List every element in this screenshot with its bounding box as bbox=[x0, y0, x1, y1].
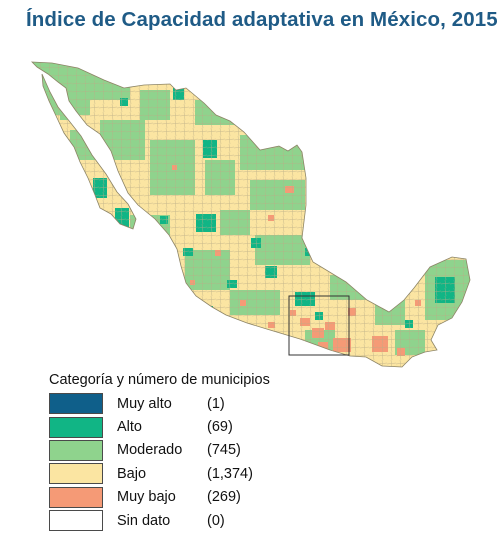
legend-label: Muy alto bbox=[117, 395, 172, 412]
legend-label: Moderado bbox=[117, 442, 183, 459]
legend: Categoría y número de municipios Muy alt… bbox=[49, 372, 270, 532]
legend-swatch bbox=[49, 439, 103, 461]
legend-count: (69) bbox=[207, 419, 233, 436]
map-title: Índice de Capacidad adaptativa en México… bbox=[26, 8, 497, 31]
legend-label: Sin dato bbox=[117, 512, 171, 529]
legend-count: (1) bbox=[207, 395, 225, 412]
legend-swatch bbox=[49, 463, 103, 485]
legend-item-sin-dato: Sin dato (0) bbox=[49, 509, 270, 532]
legend-item-moderado: Moderado (745) bbox=[49, 439, 270, 462]
legend-swatch bbox=[49, 510, 103, 532]
legend-swatch bbox=[49, 416, 103, 438]
legend-swatch bbox=[49, 393, 103, 415]
legend-label: Muy bajo bbox=[117, 489, 176, 506]
legend-title: Categoría y número de municipios bbox=[49, 372, 270, 388]
legend-item-alto: Alto (69) bbox=[49, 415, 270, 438]
legend-count: (745) bbox=[207, 442, 241, 459]
legend-count: (0) bbox=[207, 512, 225, 529]
mexico-municipal-map bbox=[30, 61, 471, 368]
legend-label: Alto bbox=[117, 419, 142, 436]
legend-label: Bajo bbox=[117, 465, 147, 482]
legend-item-bajo: Bajo (1,374) bbox=[49, 462, 270, 485]
legend-item-muy-alto: Muy alto (1) bbox=[49, 392, 270, 415]
highlight-box bbox=[288, 295, 350, 356]
legend-item-muy-bajo: Muy bajo (269) bbox=[49, 486, 270, 509]
legend-count: (269) bbox=[207, 489, 241, 506]
legend-count: (1,374) bbox=[207, 465, 253, 482]
legend-swatch bbox=[49, 486, 103, 508]
